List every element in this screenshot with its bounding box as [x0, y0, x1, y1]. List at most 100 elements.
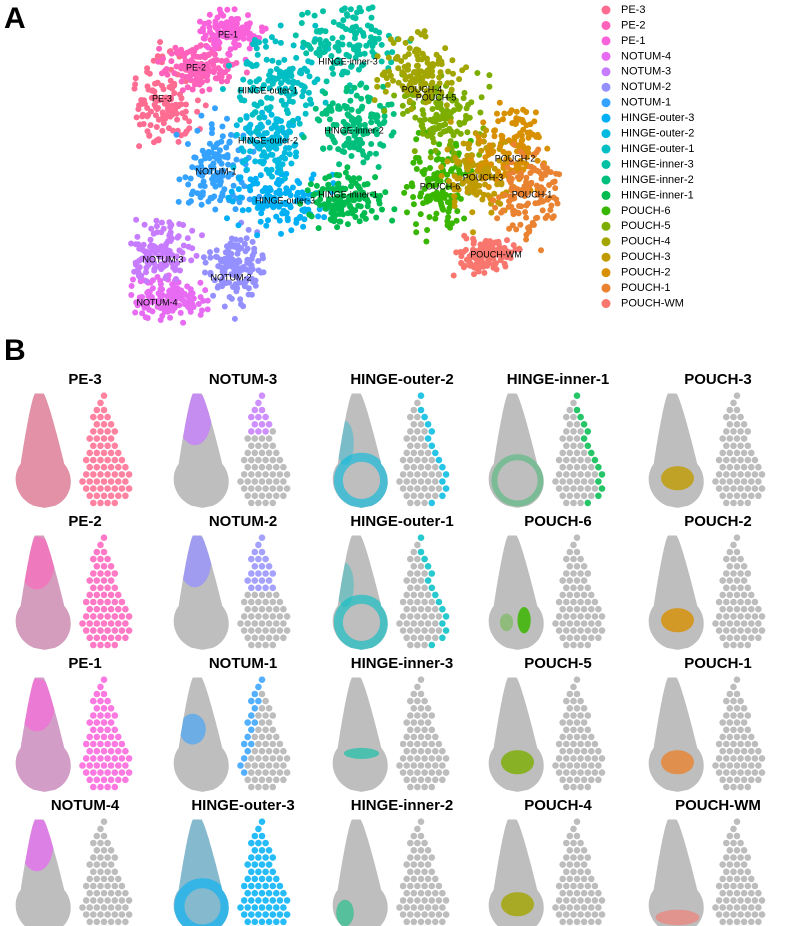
cell-point [330, 121, 337, 128]
spot [730, 627, 737, 634]
spot [93, 719, 101, 726]
cell-point [146, 298, 153, 305]
spot [283, 627, 291, 634]
spot [100, 904, 108, 911]
spot [417, 435, 425, 442]
spot [435, 471, 443, 478]
cluster-label: HINGE-inner-3 [318, 56, 378, 66]
spot [428, 712, 436, 719]
cell-point [315, 225, 322, 232]
cell-point [244, 166, 250, 173]
spot [407, 740, 414, 748]
spot [97, 485, 104, 492]
legend-label: NOTUM-3 [621, 66, 671, 78]
spot [566, 548, 574, 556]
cell-point [445, 68, 452, 75]
cell-point [477, 263, 484, 270]
spot [570, 897, 577, 904]
cell-point [283, 145, 289, 152]
cell-point [227, 46, 234, 53]
spot [273, 478, 280, 485]
cell-point [204, 72, 211, 79]
spot [715, 769, 723, 776]
spot [428, 428, 436, 435]
spot [107, 563, 115, 570]
spot [719, 492, 726, 500]
legend-swatch [601, 190, 611, 200]
cell-point [510, 169, 517, 176]
spot [577, 726, 584, 734]
spot [399, 882, 407, 890]
spot [86, 889, 93, 897]
cell-point [252, 41, 259, 48]
cell-point [210, 69, 217, 76]
cell-point [256, 193, 263, 200]
cell-point [158, 70, 165, 77]
cell-point [226, 73, 233, 80]
spot [584, 442, 592, 450]
cell-point [205, 64, 212, 71]
panel-title: POUCH-2 [684, 513, 752, 530]
spot [104, 769, 111, 776]
panel-title: NOTUM-1 [209, 655, 277, 672]
cell-point [198, 112, 205, 119]
spot [125, 769, 133, 776]
spot [100, 719, 108, 726]
cell-point [266, 72, 273, 79]
spot [740, 435, 748, 442]
cell-point [195, 301, 202, 307]
spot [577, 499, 584, 507]
expression-blob [173, 819, 229, 926]
cell-point [194, 190, 201, 197]
expression-ring [174, 878, 229, 926]
cell-point [256, 145, 263, 152]
cell-point [202, 54, 209, 61]
spot [414, 740, 421, 748]
spot [255, 697, 262, 705]
cell-point [200, 35, 207, 42]
spot [403, 776, 411, 784]
cell-point [277, 126, 284, 133]
cell-point [247, 266, 254, 273]
spot [399, 769, 407, 776]
spot [244, 463, 251, 471]
cell-point [136, 143, 143, 150]
cell-point [212, 22, 219, 29]
spot [248, 584, 255, 592]
cell-point [350, 175, 357, 182]
cell-point [269, 57, 276, 64]
spot [100, 463, 108, 471]
spot [733, 818, 741, 825]
spot [432, 492, 439, 500]
cell-point [531, 118, 538, 125]
cell-point [176, 302, 183, 309]
cell-point [143, 278, 150, 285]
cell-point [412, 79, 418, 86]
cell-point [538, 171, 545, 178]
spot [733, 832, 741, 840]
panel-title: HINGE-outer-2 [350, 371, 453, 388]
cell-point [515, 164, 522, 171]
cell-point [360, 32, 367, 39]
spot [566, 762, 574, 769]
spot [414, 499, 421, 507]
cell-point [408, 35, 415, 42]
spot [563, 598, 570, 606]
spot [566, 406, 574, 414]
spot [258, 904, 266, 911]
cell-point [319, 186, 326, 192]
cell-point [436, 95, 443, 102]
cell-point [201, 169, 207, 176]
cell-point [411, 69, 418, 75]
cell-point [523, 109, 530, 115]
spot [744, 641, 752, 649]
legend-label: NOTUM-2 [621, 81, 671, 93]
cell-point [278, 73, 285, 80]
spot [414, 697, 421, 705]
cell-point [182, 114, 189, 121]
spot [740, 463, 748, 471]
spot [107, 605, 115, 613]
spot [417, 747, 425, 755]
spot [93, 776, 101, 784]
spot [262, 570, 269, 577]
